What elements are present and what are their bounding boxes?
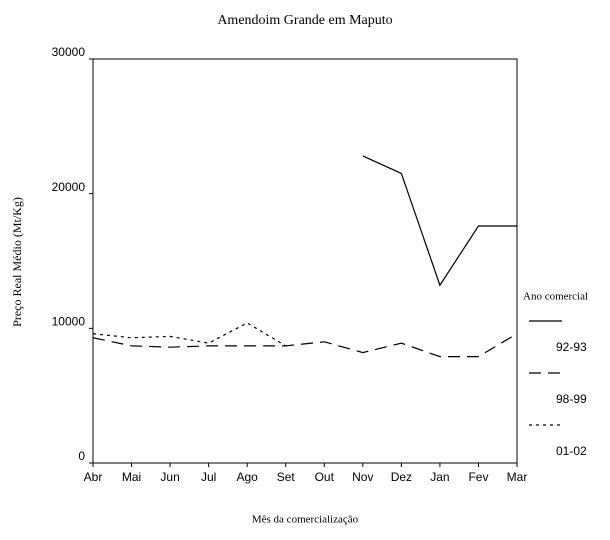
x-tick-label: Abr [84, 470, 103, 484]
y-tick-label: 0 [78, 449, 85, 463]
x-tick-label: Mai [122, 470, 141, 484]
legend-label: 98-99 [556, 392, 587, 406]
y-axis-title: Preço Real Médio (Mt/Kg) [10, 197, 24, 327]
plot-frame [92, 58, 518, 464]
x-tick-label: Out [315, 470, 335, 484]
x-tick-label: Jul [201, 470, 216, 484]
x-tick-label: Nov [352, 470, 373, 484]
y-tick-label: 20000 [52, 180, 86, 194]
y-tick-label: 30000 [52, 45, 86, 59]
x-tick-label: Fev [468, 470, 488, 484]
x-tick-label: Mar [507, 470, 528, 484]
legend-title: Ano comercial [523, 291, 588, 303]
y-tick-label: 10000 [52, 315, 86, 329]
x-tick-label: Dez [391, 470, 412, 484]
legend-label: 01-02 [556, 444, 587, 458]
x-tick-label: Jan [430, 470, 449, 484]
x-tick-label: Ago [237, 470, 259, 484]
line-series [362, 155, 517, 287]
chart-title: Amendoim Grande em Maputo [217, 13, 392, 28]
line-series [92, 333, 518, 358]
x-axis-title: Mês da comercialização [252, 514, 359, 526]
x-tick-label: Jun [160, 470, 179, 484]
line-series [92, 322, 287, 347]
x-tick-label: Set [277, 470, 296, 484]
legend-label: 92-93 [556, 340, 587, 354]
